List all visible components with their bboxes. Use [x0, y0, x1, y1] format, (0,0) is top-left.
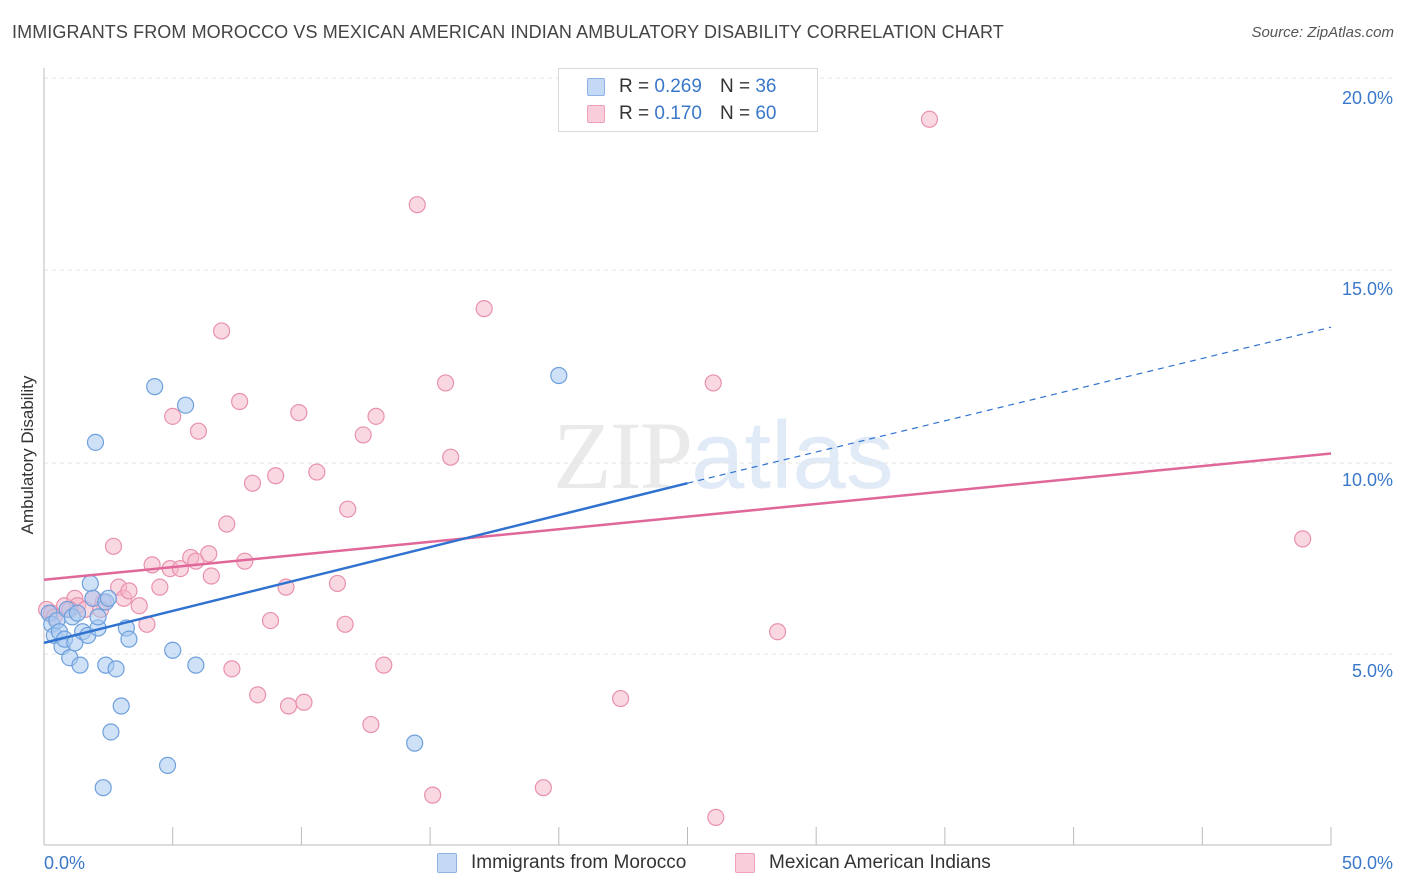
mexican-american-indian-point [768, 623, 787, 641]
morocco-point [94, 779, 112, 797]
morocco-point [107, 660, 125, 678]
watermark-atlas: atlas [691, 402, 894, 509]
series-swatch-morocco [437, 853, 457, 873]
mexican-american-indian-point [336, 615, 354, 633]
legend-r-label: R = [619, 76, 650, 97]
trendline-morocco-extension [687, 326, 1332, 484]
mexican-american-indian-point [920, 110, 939, 128]
morocco-point [164, 641, 182, 659]
legend-swatch-morocco [587, 78, 605, 96]
mexican-american-indian-point [104, 537, 123, 555]
legend-n-value: 36 [755, 76, 777, 97]
mexican-american-indian-point [213, 322, 231, 340]
watermark-zip: ZIP [553, 402, 693, 509]
mexican-american-indian-point [249, 686, 267, 704]
mexican-american-indian-point [707, 808, 725, 826]
mexican-american-indian-point [408, 196, 426, 214]
mexican-american-indian-point [261, 611, 280, 630]
source-credit: Source: ZipAtlas.com [1251, 24, 1394, 41]
series-legend-morocco: Immigrants from Morocco [437, 852, 686, 874]
mexican-american-indian-point [171, 559, 190, 578]
mexican-american-indian-point [202, 567, 220, 585]
legend-r-label: R = [619, 103, 650, 124]
chart-title: IMMIGRANTS FROM MOROCCO VS MEXICAN AMERI… [12, 22, 1004, 42]
trendline-morocco [43, 481, 688, 645]
mexican-american-indian-point [295, 693, 313, 711]
morocco-point [89, 608, 107, 626]
x-tick-label: 0.0% [44, 853, 85, 873]
mexican-american-indian-point [164, 407, 182, 425]
legend-r-value: 0.170 [654, 103, 702, 124]
legend-swatch-mexican-american-indians [587, 105, 605, 123]
mexican-american-indian-point [200, 545, 218, 563]
morocco-point [146, 378, 164, 396]
trendline-mexican-american-indians [43, 452, 1332, 581]
mexican-american-indian-point [223, 660, 241, 678]
mexican-american-indian-point [328, 574, 347, 593]
series-name-morocco: Immigrants from Morocco [471, 852, 687, 873]
mexican-american-indian-point [130, 597, 148, 615]
mexican-american-indian-point [308, 463, 326, 481]
morocco-point [120, 630, 138, 648]
mexican-american-indian-point [442, 448, 460, 466]
morocco-point [112, 697, 130, 715]
mexican-american-indian-point [231, 392, 249, 411]
mexican-american-indian-point [290, 404, 308, 422]
mexican-american-indian-point [243, 474, 262, 492]
mexican-american-indian-point [362, 715, 380, 734]
y-tick-label: 10.0% [1342, 470, 1393, 490]
mexican-american-indian-point [375, 656, 393, 674]
mexican-american-indian-point [475, 300, 493, 318]
y-tick-label: 15.0% [1342, 279, 1393, 299]
morocco-point [176, 396, 195, 414]
morocco-point [71, 656, 89, 674]
mexican-american-indian-point [704, 374, 722, 392]
morocco-point [158, 756, 177, 775]
legend-n-label: N = [719, 76, 751, 97]
series-swatch-mexican-american-indians [735, 853, 755, 873]
legend-n-label: N = [719, 103, 751, 124]
mexican-american-indian-point [189, 422, 208, 440]
mexican-american-indian-point [354, 426, 372, 444]
mexican-american-indian-point [1294, 530, 1312, 548]
watermark: ZIPatlas [553, 400, 894, 511]
legend-r-value: 0.269 [654, 76, 702, 97]
mexican-american-indian-point [367, 407, 385, 425]
y-tick-label: 20.0% [1342, 88, 1393, 108]
y-tick-label: 5.0% [1352, 661, 1393, 681]
mexican-american-indian-point [611, 689, 630, 708]
morocco-point [102, 723, 120, 741]
correlation-legend: R = 0.269 N = 36 R = 0.170 N = 60 [558, 68, 818, 132]
mexican-american-indian-point [218, 515, 236, 533]
morocco-point [68, 604, 87, 622]
mexican-american-indian-point [424, 786, 442, 804]
series-legend-mexican-american-indians: Mexican American Indians [735, 852, 991, 874]
mexican-american-indian-point [339, 500, 357, 518]
morocco-point [81, 574, 99, 593]
series-name-mexican-american-indians: Mexican American Indians [769, 852, 991, 873]
legend-row-morocco: R = 0.269 N = 36 [587, 74, 776, 100]
mexican-american-indian-point [151, 578, 169, 596]
legend-row-mexican-american-indians: R = 0.170 N = 60 [587, 101, 776, 127]
morocco-point [187, 656, 205, 674]
legend-n-value: 60 [755, 103, 777, 124]
x-tick-label: 50.0% [1342, 853, 1393, 873]
morocco-point [550, 366, 568, 385]
morocco-point [406, 734, 424, 752]
mexican-american-indian-point [436, 374, 455, 392]
mexican-american-indian-point [267, 467, 285, 485]
series-legend: Immigrants from Morocco Mexican American… [0, 852, 1406, 878]
mexican-american-indian-point [279, 697, 298, 715]
morocco-point [86, 433, 105, 451]
mexican-american-indian-point [120, 582, 138, 600]
mexican-american-indian-point [534, 779, 552, 797]
morocco-point [99, 589, 117, 607]
